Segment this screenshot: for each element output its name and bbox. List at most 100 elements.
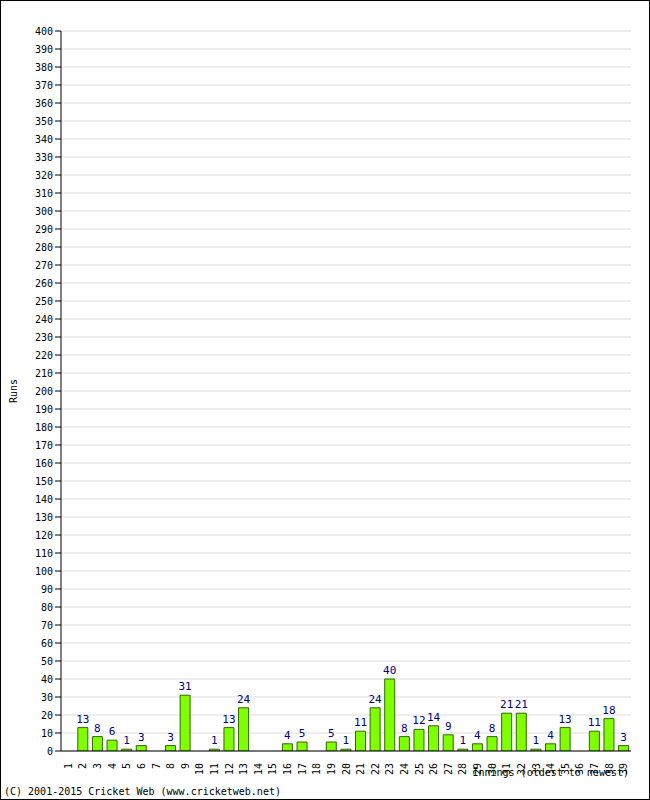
svg-text:1: 1 — [343, 734, 350, 747]
svg-text:21: 21 — [500, 698, 513, 711]
svg-text:220: 220 — [35, 350, 53, 361]
svg-text:6: 6 — [136, 763, 147, 769]
svg-text:170: 170 — [35, 440, 53, 451]
svg-text:9: 9 — [180, 763, 191, 769]
svg-text:330: 330 — [35, 152, 53, 163]
svg-text:260: 260 — [35, 278, 53, 289]
svg-text:130: 130 — [35, 512, 53, 523]
svg-text:22: 22 — [370, 763, 381, 775]
svg-text:340: 340 — [35, 134, 53, 145]
svg-text:250: 250 — [35, 296, 53, 307]
svg-text:11: 11 — [588, 716, 601, 729]
svg-text:27: 27 — [443, 763, 454, 775]
svg-text:20: 20 — [341, 763, 352, 775]
svg-text:40: 40 — [383, 664, 396, 677]
svg-text:210: 210 — [35, 368, 53, 379]
svg-text:60: 60 — [41, 638, 53, 649]
svg-text:4: 4 — [547, 729, 554, 742]
svg-text:2: 2 — [77, 763, 88, 769]
svg-text:120: 120 — [35, 530, 53, 541]
svg-text:10: 10 — [41, 728, 53, 739]
svg-text:18: 18 — [311, 763, 322, 775]
svg-text:360: 360 — [35, 98, 53, 109]
svg-text:6: 6 — [109, 725, 116, 738]
svg-text:30: 30 — [41, 692, 53, 703]
svg-text:150: 150 — [35, 476, 53, 487]
svg-text:310: 310 — [35, 188, 53, 199]
svg-text:7: 7 — [151, 763, 162, 769]
svg-text:3: 3 — [167, 731, 174, 744]
svg-text:18: 18 — [602, 704, 615, 717]
svg-text:8: 8 — [94, 722, 101, 735]
svg-text:21: 21 — [355, 763, 366, 775]
svg-text:370: 370 — [35, 80, 53, 91]
svg-text:3: 3 — [620, 731, 627, 744]
svg-text:90: 90 — [41, 584, 53, 595]
svg-text:19: 19 — [326, 763, 337, 775]
svg-text:400: 400 — [35, 26, 53, 37]
svg-text:5: 5 — [121, 763, 132, 769]
svg-text:24: 24 — [399, 763, 410, 775]
svg-text:70: 70 — [41, 620, 53, 631]
svg-text:390: 390 — [35, 44, 53, 55]
svg-text:100: 100 — [35, 566, 53, 577]
svg-text:14: 14 — [253, 763, 264, 775]
svg-text:300: 300 — [35, 206, 53, 217]
svg-text:8: 8 — [401, 722, 408, 735]
svg-text:10: 10 — [194, 763, 205, 775]
svg-text:12: 12 — [224, 763, 235, 775]
svg-text:140: 140 — [35, 494, 53, 505]
svg-text:13: 13 — [238, 763, 249, 775]
svg-text:0: 0 — [47, 746, 53, 757]
svg-text:3: 3 — [138, 731, 145, 744]
svg-text:23: 23 — [384, 763, 395, 775]
svg-text:31: 31 — [178, 680, 191, 693]
svg-text:17: 17 — [297, 763, 308, 775]
svg-text:50: 50 — [41, 656, 53, 667]
svg-text:1: 1 — [123, 734, 130, 747]
svg-text:13: 13 — [558, 713, 571, 726]
svg-text:21: 21 — [515, 698, 528, 711]
svg-text:11: 11 — [209, 763, 220, 775]
svg-text:5: 5 — [299, 727, 306, 740]
svg-text:26: 26 — [428, 763, 439, 775]
svg-text:180: 180 — [35, 422, 53, 433]
svg-text:16: 16 — [282, 763, 293, 775]
svg-text:24: 24 — [368, 693, 382, 706]
svg-text:280: 280 — [35, 242, 53, 253]
svg-text:380: 380 — [35, 62, 53, 73]
svg-text:240: 240 — [35, 314, 53, 325]
svg-text:15: 15 — [267, 763, 278, 775]
svg-text:4: 4 — [474, 729, 481, 742]
svg-text:8: 8 — [489, 722, 496, 735]
svg-text:190: 190 — [35, 404, 53, 415]
svg-text:25: 25 — [414, 763, 425, 775]
svg-text:13: 13 — [76, 713, 89, 726]
svg-text:110: 110 — [35, 548, 53, 559]
svg-text:290: 290 — [35, 224, 53, 235]
svg-text:160: 160 — [35, 458, 53, 469]
svg-text:80: 80 — [41, 602, 53, 613]
svg-text:13: 13 — [222, 713, 235, 726]
svg-text:28: 28 — [457, 763, 468, 775]
svg-text:230: 230 — [35, 332, 53, 343]
svg-text:24: 24 — [237, 693, 251, 706]
svg-text:8: 8 — [165, 763, 176, 769]
svg-text:4: 4 — [107, 763, 118, 769]
svg-text:5: 5 — [328, 727, 335, 740]
svg-text:12: 12 — [412, 714, 425, 727]
svg-text:1: 1 — [211, 734, 218, 747]
svg-text:4: 4 — [284, 729, 291, 742]
svg-text:350: 350 — [35, 116, 53, 127]
svg-text:20: 20 — [41, 710, 53, 721]
svg-text:14: 14 — [427, 711, 441, 724]
svg-text:320: 320 — [35, 170, 53, 181]
svg-text:200: 200 — [35, 386, 53, 397]
svg-text:1: 1 — [459, 734, 466, 747]
svg-text:9: 9 — [445, 720, 452, 733]
svg-text:3: 3 — [92, 763, 103, 769]
svg-text:40: 40 — [41, 674, 53, 685]
svg-text:270: 270 — [35, 260, 53, 271]
svg-text:1: 1 — [63, 763, 74, 769]
svg-text:11: 11 — [354, 716, 367, 729]
